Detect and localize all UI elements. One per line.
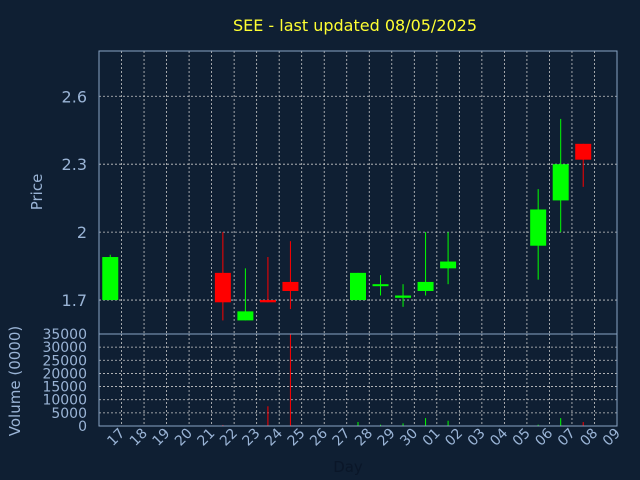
volume-tick-label: 25000	[42, 353, 87, 369]
volume-tick-label: 15000	[42, 380, 87, 396]
x-tick-label: 29	[375, 426, 399, 450]
volume-axis-label: Volume (0000)	[6, 326, 24, 436]
x-tick-label: 06	[532, 425, 556, 449]
volume-tick-label: 5000	[51, 406, 87, 422]
x-tick-label: 22	[217, 426, 241, 450]
x-tick-label: 27	[330, 426, 354, 450]
candle-body	[552, 164, 569, 201]
x-tick-label: 28	[352, 426, 376, 450]
volume-tick-label: 30000	[42, 340, 87, 356]
x-tick-label: 05	[510, 426, 534, 450]
price-tick-label: 2.3	[62, 155, 87, 174]
candle-body	[372, 284, 389, 287]
x-tick-label: 26	[307, 425, 331, 449]
volume-frame	[98, 333, 618, 427]
price-axis-label: Price	[28, 174, 46, 211]
chart-title: SEE - last updated 08/05/2025	[233, 16, 477, 35]
volume-tick-label: 0	[78, 419, 87, 435]
candle-body	[102, 257, 119, 301]
x-axis-label: Day	[333, 458, 363, 476]
x-tick-label: 09	[600, 426, 624, 450]
x-tick-label: 07	[555, 426, 579, 450]
candle-body	[440, 261, 457, 269]
x-axis: 1718192021222324252627282930010203040506…	[104, 425, 623, 449]
x-tick-label: 03	[465, 426, 489, 450]
candle-body	[395, 295, 412, 298]
candle-body	[214, 272, 231, 303]
volume-tick-label: 20000	[42, 366, 87, 382]
x-tick-label: 24	[262, 425, 286, 449]
x-tick-label: 19	[149, 426, 173, 450]
volume-tick-label: 10000	[42, 393, 87, 409]
x-tick-label: 30	[397, 426, 421, 450]
x-tick-label: 17	[104, 426, 128, 450]
x-tick-label: 02	[442, 426, 466, 450]
x-tick-label: 21	[195, 426, 219, 450]
x-tick-label: 01	[420, 426, 444, 450]
price-tick-label: 1.7	[62, 291, 87, 310]
candle-body	[282, 281, 299, 291]
volume-tick-label: 35000	[42, 327, 87, 343]
candle-body	[530, 209, 547, 246]
candle-body	[575, 143, 592, 160]
candle-body	[259, 300, 276, 303]
candle-body	[237, 311, 254, 321]
price-tick-label: 2	[77, 223, 87, 242]
price-panel: 1.7 2 2.3 2.6	[62, 50, 618, 335]
x-tick-label: 23	[240, 426, 264, 450]
x-tick-label: 04	[487, 425, 511, 449]
price-tick-label: 2.6	[62, 87, 87, 106]
x-tick-label: 18	[127, 426, 151, 450]
candle-body	[350, 272, 366, 301]
x-tick-label: 08	[577, 426, 601, 450]
x-tick-label: 25	[285, 426, 309, 450]
x-tick-label: 20	[172, 426, 196, 450]
candle-body	[417, 281, 434, 291]
